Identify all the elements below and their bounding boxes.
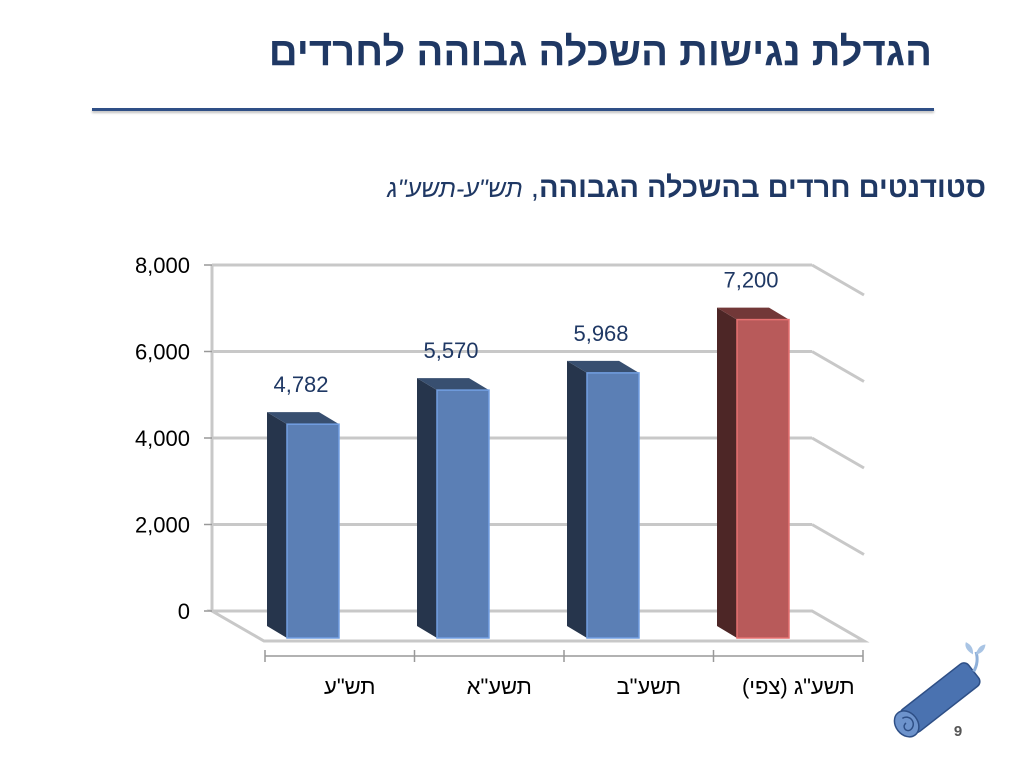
y-tick-label: 2,000	[135, 513, 190, 538]
bar-side	[267, 412, 287, 638]
chart-title-main: סטודנטים חרדים בהשכלה הגבוהה	[538, 172, 986, 204]
bar-front	[436, 389, 490, 639]
bar-top	[567, 360, 639, 373]
x-axis: תש"ע תשע"א תשע"ב תשע"ג (צפי)	[264, 650, 864, 699]
chart-title: סטודנטים חרדים בהשכלה הגבוהה, תש"ע-תשע"ג	[86, 172, 986, 205]
x-category-label: תשע"א	[467, 674, 532, 699]
y-tick-label: 6,000	[135, 340, 190, 365]
bar	[567, 360, 640, 639]
bar-top	[267, 412, 339, 425]
x-category-label: תשע"ג (צפי)	[742, 674, 855, 699]
chart-title-sub: תש"ע-תשע"ג	[387, 175, 523, 203]
bar-value-label: 5,968	[573, 321, 628, 346]
gridline-side	[811, 263, 865, 297]
bar-front	[286, 423, 340, 639]
bar	[267, 412, 340, 639]
bar-value-label: 7,200	[723, 268, 778, 293]
page-number: 9	[953, 723, 963, 740]
x-category-label: תש"ע	[324, 674, 375, 699]
bar-value-label: 4,782	[273, 372, 328, 397]
slide-title: הגדלת נגישות השכלה גבוהה לחרדים	[268, 30, 932, 74]
chart-bars: 4,782 5,570 5,968 7,200	[267, 268, 790, 639]
y-tick-label: 4,000	[135, 426, 190, 451]
bar-side	[417, 378, 437, 638]
bar	[717, 307, 790, 639]
title-divider	[92, 108, 934, 111]
gridline-side	[811, 523, 865, 556]
x-category-label: תשע"ב	[616, 674, 681, 699]
bar-side	[717, 307, 737, 638]
bar-top	[417, 378, 489, 391]
y-axis-ticks: 0 2,000 4,000 6,000 8,000	[135, 253, 212, 624]
y-tick-label: 0	[178, 599, 190, 624]
bar-top	[717, 307, 789, 320]
y-tick-label: 8,000	[135, 253, 190, 278]
chart-title-separator: ,	[530, 172, 539, 204]
bar	[417, 378, 490, 639]
gridline-side	[811, 350, 865, 383]
bar-value-label: 5,570	[423, 338, 478, 363]
bar-front	[586, 372, 640, 639]
gridline-side	[811, 436, 865, 470]
bar-front	[736, 318, 790, 639]
bar-side	[567, 360, 587, 638]
rolled-scroll-icon	[893, 642, 986, 738]
